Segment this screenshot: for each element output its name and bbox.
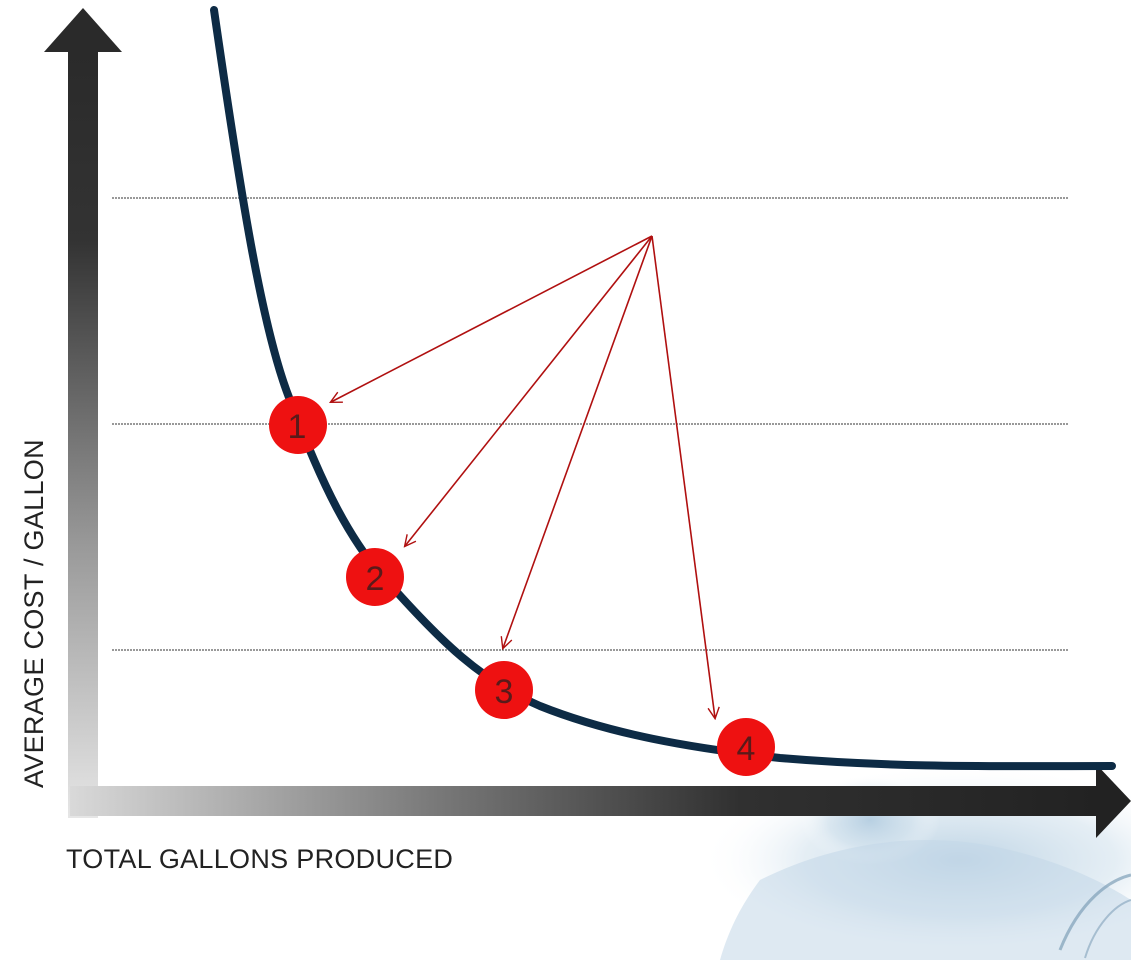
annotation-arrows xyxy=(331,235,715,718)
marker-label: 4 xyxy=(737,730,756,768)
marker-circle xyxy=(475,661,533,719)
y-axis xyxy=(44,8,122,818)
x-axis-arrow-icon xyxy=(1096,764,1131,838)
marker-1: 1 xyxy=(269,396,327,454)
annotation-arrow xyxy=(503,235,653,648)
x-axis-bar xyxy=(70,786,1102,816)
y-axis-label: AVERAGE COST / GALLON xyxy=(19,439,49,788)
annotation-arrow xyxy=(651,235,715,718)
markers: 1 2 3 4 xyxy=(269,396,775,776)
y-axis-bar xyxy=(68,48,98,818)
x-axis xyxy=(70,764,1131,838)
marker-circle xyxy=(346,548,404,606)
annotation-arrow xyxy=(331,235,653,402)
marker-label: 1 xyxy=(288,408,307,446)
series-line xyxy=(210,6,1116,771)
x-axis-label: TOTAL GALLONS PRODUCED xyxy=(66,844,453,874)
annotation-arrow xyxy=(405,235,653,546)
marker-label: 3 xyxy=(495,673,514,711)
marker-circle xyxy=(269,396,327,454)
marker-circle xyxy=(717,718,775,776)
y-axis-arrow-icon xyxy=(44,8,122,52)
marker-label: 2 xyxy=(366,560,385,598)
marker-3: 3 xyxy=(475,661,533,719)
marker-4: 4 xyxy=(717,718,775,776)
marker-2: 2 xyxy=(346,548,404,606)
